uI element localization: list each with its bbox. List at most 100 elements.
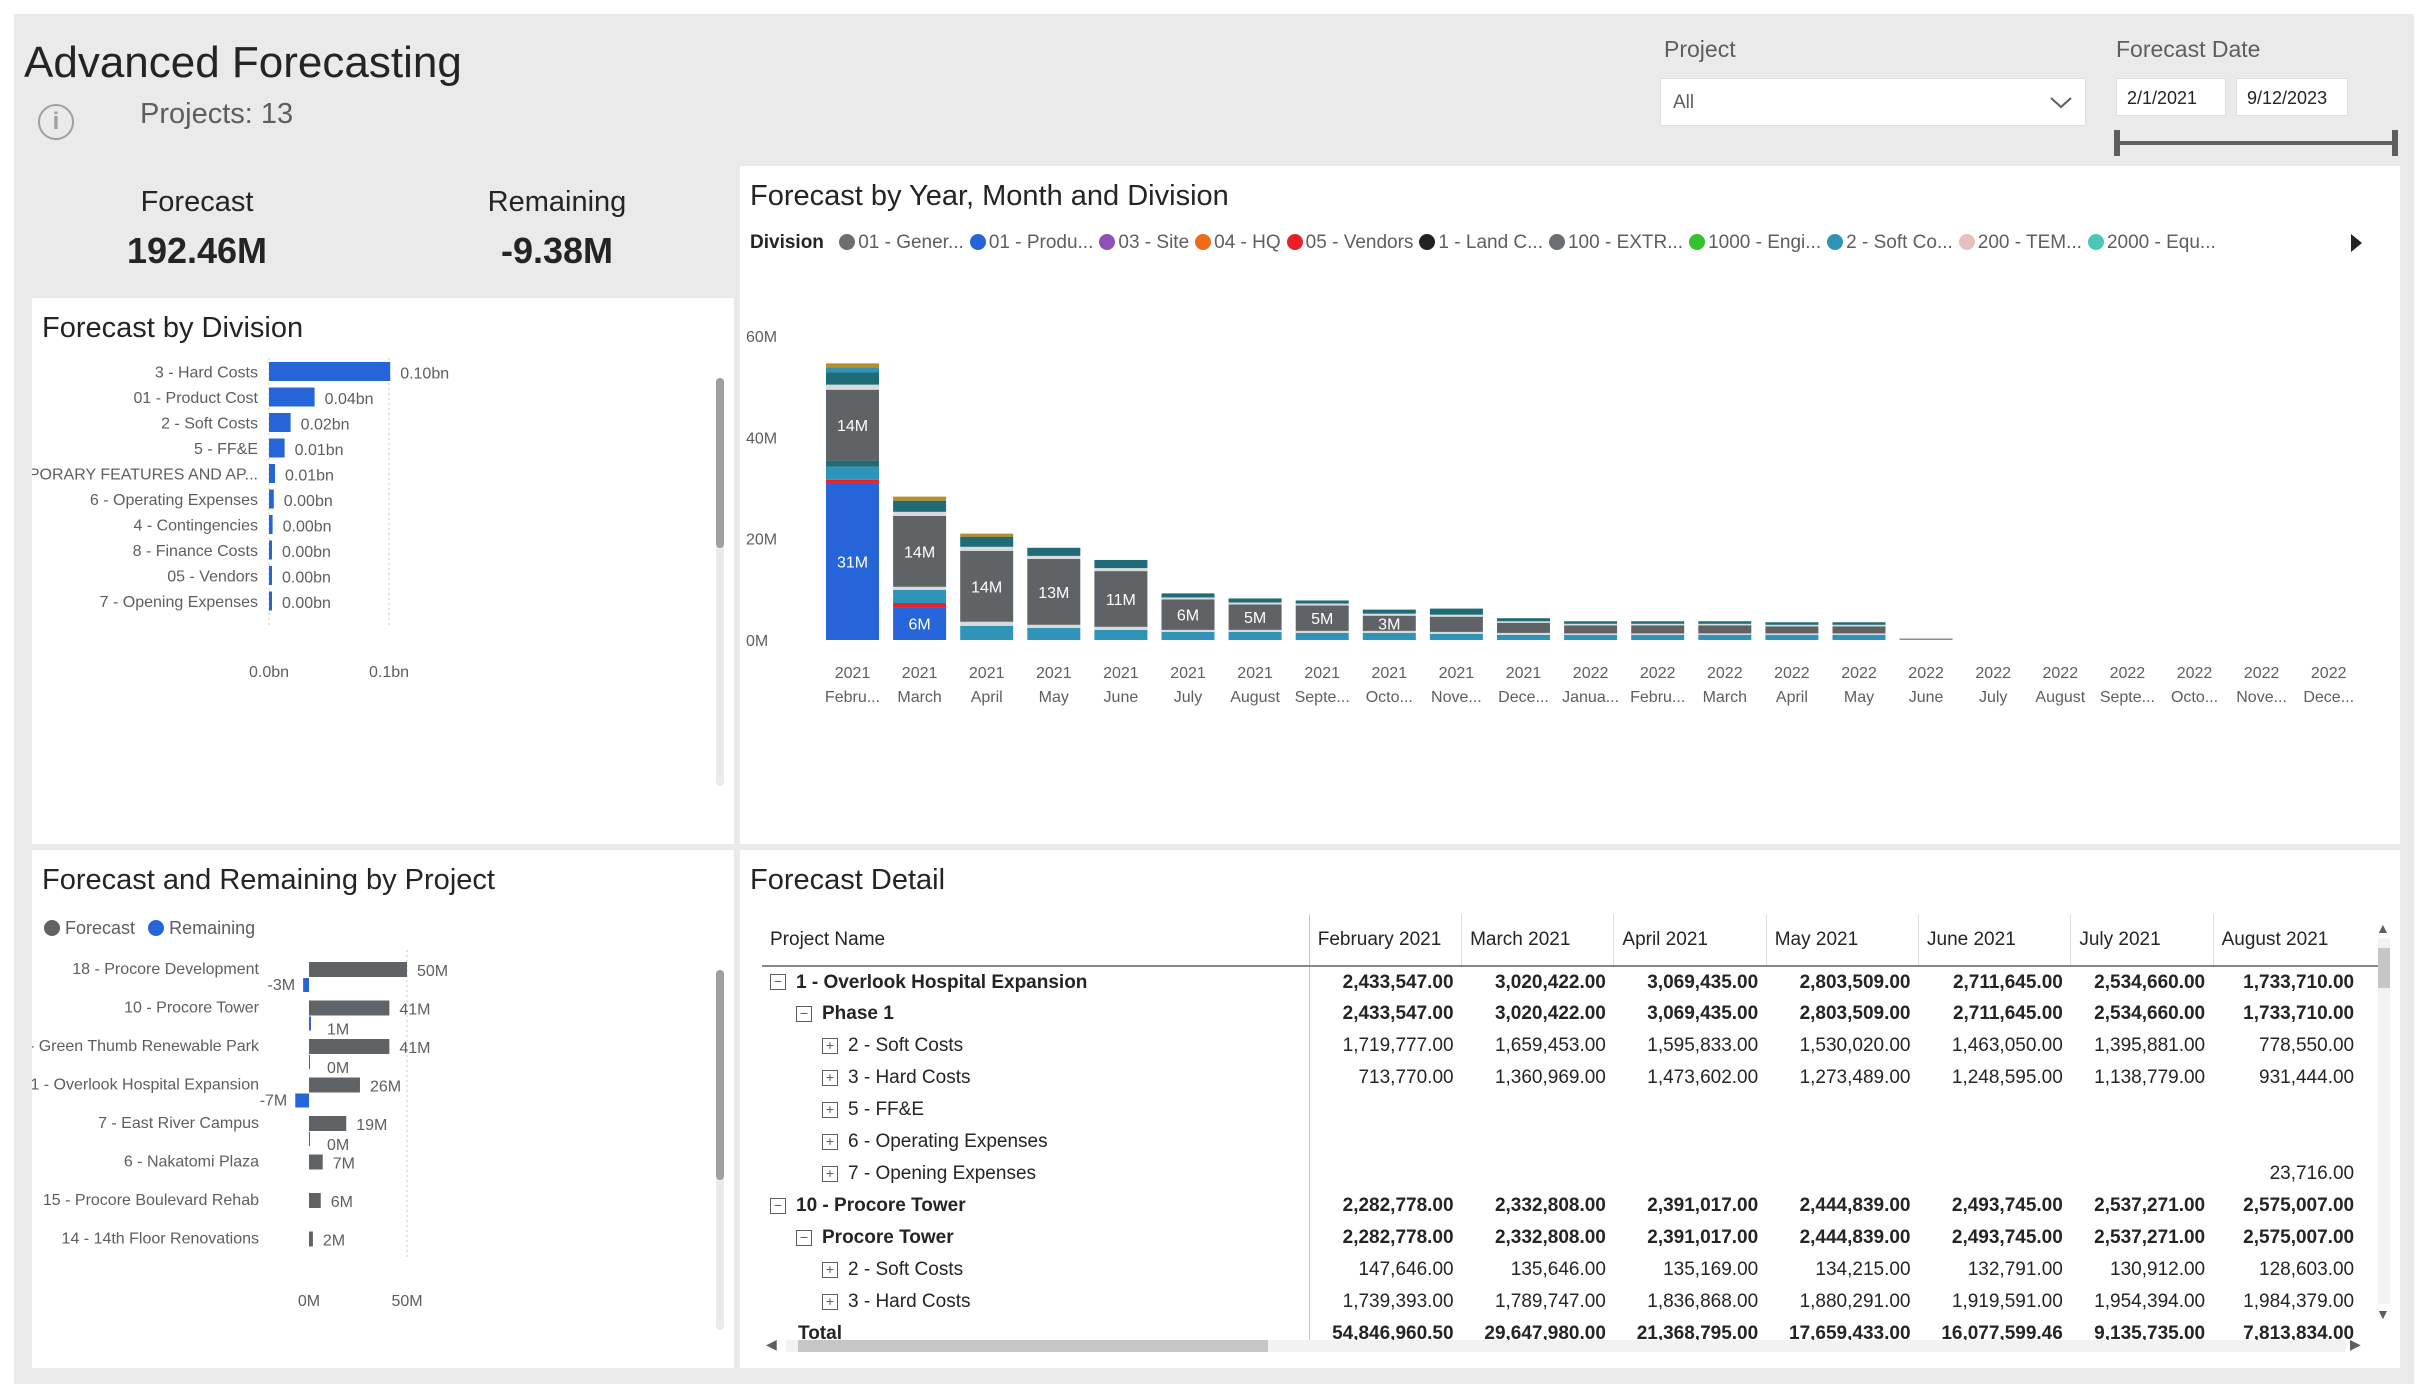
month-bar-segment[interactable]: [893, 586, 947, 590]
month-bar-segment[interactable]: [960, 621, 1014, 626]
expand-icon[interactable]: +: [822, 1165, 838, 1182]
month-bar-segment[interactable]: [1027, 558, 1081, 625]
forecast-bar-6-nakatomi-plaza[interactable]: [309, 1154, 323, 1170]
month-bar-segment[interactable]: [893, 607, 947, 640]
month-bar-segment[interactable]: [1497, 621, 1550, 623]
month-bar-segment[interactable]: [1362, 613, 1416, 616]
month-bar-segment[interactable]: [1832, 622, 1886, 625]
month-bar-segment[interactable]: [1564, 633, 1618, 635]
legend-item-01-gener[interactable]: 01 - Gener...: [839, 232, 964, 253]
forecast-bar-7-east-river-campus[interactable]: [309, 1116, 347, 1131]
month-bar-segment[interactable]: [1497, 632, 1550, 635]
month-bar-segment[interactable]: [1564, 634, 1618, 640]
expand-icon[interactable]: +: [822, 1133, 838, 1150]
month-bar-segment[interactable]: [1295, 600, 1349, 604]
legend-item-1-land-c[interactable]: 1 - Land C...: [1419, 232, 1543, 253]
forecast-bar-10-procore-tower[interactable]: [309, 1000, 390, 1016]
expand-icon[interactable]: +: [822, 1101, 838, 1118]
month-bar-segment[interactable]: [1765, 626, 1819, 634]
detail-hscroll-thumb[interactable]: [798, 1340, 1268, 1352]
remaining-bar-1-overlook-hospital-expansion[interactable]: [295, 1093, 309, 1108]
month-bar-segment[interactable]: [1832, 624, 1886, 627]
month-bar-segment[interactable]: [1429, 631, 1483, 634]
month-bar-segment[interactable]: [1228, 629, 1282, 632]
detail-vscroll-thumb[interactable]: [2378, 948, 2390, 988]
table-row[interactable]: − Phase 1 2,433,547.00 3,020,422.00 3,069,43…: [762, 998, 2382, 1030]
month-bar-segment[interactable]: [1362, 615, 1416, 631]
month-bar-segment[interactable]: [893, 511, 947, 516]
project-chart-scrollbar[interactable]: [716, 970, 724, 1330]
month-bar-segment[interactable]: [1497, 634, 1550, 640]
detail-hscroll-left-icon[interactable]: ◀: [766, 1336, 777, 1352]
column-header-june-2021[interactable]: June 2021: [1918, 914, 2071, 967]
month-bar-segment[interactable]: [1228, 631, 1282, 640]
month-bar-segment[interactable]: [1094, 571, 1148, 627]
month-bar-segment[interactable]: [1094, 629, 1148, 640]
month-bar-segment[interactable]: [1161, 599, 1215, 630]
month-bar-segment[interactable]: [1295, 632, 1349, 640]
legend-remaining-label[interactable]: Remaining: [169, 918, 256, 938]
month-bar-segment[interactable]: [1832, 626, 1886, 634]
month-bar-segment[interactable]: [1027, 627, 1081, 640]
month-bar-segment[interactable]: [960, 533, 1014, 537]
column-header-april-2021[interactable]: April 2021: [1613, 914, 1767, 967]
month-bar-segment[interactable]: [826, 363, 879, 368]
remaining-bar-17-green-thumb-renewable-park[interactable]: [309, 1055, 310, 1069]
month-bar-segment[interactable]: [1631, 621, 1685, 624]
month-bar-segment[interactable]: [1362, 632, 1416, 640]
division-bar-2-soft-costs[interactable]: [269, 413, 291, 432]
month-bar-segment[interactable]: [1564, 621, 1618, 624]
table-row[interactable]: −1 - Overlook Hospital Expansion 2,433,54…: [762, 966, 2382, 998]
date-start-input[interactable]: 2/1/2021: [2116, 78, 2226, 116]
column-header-july-2021[interactable]: July 2021: [2070, 914, 2214, 967]
detail-hscroll-right-icon[interactable]: ▶: [2350, 1336, 2361, 1352]
division-bar-01-product-cost[interactable]: [269, 387, 315, 407]
expand-icon[interactable]: +: [822, 1069, 838, 1086]
month-bar-segment[interactable]: [960, 536, 1014, 547]
legend-item-01-produ[interactable]: 01 - Produ...: [969, 232, 1093, 253]
table-row[interactable]: +3 - Hard Costs 1,739,393.00 1,789,747.00 1…: [762, 1286, 2382, 1318]
table-row[interactable]: +6 - Operating Expenses: [762, 1126, 2382, 1158]
column-header-march-2021[interactable]: March 2021: [1461, 914, 1614, 967]
legend-item-05-vendors[interactable]: 05 - Vendors: [1286, 232, 1413, 253]
division-bar-7-opening-expenses[interactable]: [269, 591, 272, 611]
month-bar-segment[interactable]: [1497, 622, 1550, 633]
month-bar-segment[interactable]: [1027, 624, 1081, 628]
month-bar-segment[interactable]: [1765, 634, 1819, 640]
legend-item-100-extr[interactable]: 100 - EXTR...: [1548, 232, 1683, 253]
month-bar-segment[interactable]: [1228, 598, 1282, 603]
date-end-input[interactable]: 9/12/2023: [2236, 78, 2348, 116]
month-bar-segment[interactable]: [826, 460, 879, 467]
month-bar-segment[interactable]: [826, 372, 879, 385]
month-bar-segment[interactable]: [893, 589, 947, 604]
month-bar-segment[interactable]: [1497, 618, 1550, 622]
expand-icon[interactable]: +: [822, 1261, 838, 1278]
month-bar-segment[interactable]: [1429, 608, 1483, 615]
month-bar-segment[interactable]: [1295, 605, 1349, 631]
forecast-bar-14-14th-floor-renovations[interactable]: [309, 1231, 313, 1247]
forecast-bar-15-procore-boulevard-rehab[interactable]: [309, 1193, 321, 1208]
date-slider-end-handle[interactable]: [2392, 130, 2398, 156]
project-dropdown[interactable]: All: [1660, 78, 2086, 126]
collapse-icon[interactable]: −: [770, 974, 786, 991]
forecast-bar-1-overlook-hospital-expansion[interactable]: [309, 1077, 360, 1093]
month-bar-segment[interactable]: [893, 515, 947, 587]
column-header-project-name[interactable]: Project Name: [762, 914, 1310, 967]
month-bar-segment[interactable]: [1698, 623, 1752, 626]
month-bar-segment[interactable]: [826, 384, 879, 390]
project-chart-scroll-thumb[interactable]: [716, 970, 724, 1180]
legend-item-03-site[interactable]: 03 - Site: [1099, 232, 1189, 253]
table-row[interactable]: − Procore Tower 2,282,778.00 2,332,808.00 2,…: [762, 1222, 2382, 1254]
month-bar-segment[interactable]: [893, 603, 947, 608]
month-bar-segment[interactable]: [1027, 555, 1081, 559]
division-chart-scrollbar[interactable]: [716, 378, 724, 786]
month-bar-segment[interactable]: [1094, 568, 1148, 572]
detail-vscroll-up-icon[interactable]: ▲: [2376, 920, 2390, 936]
month-bar-segment[interactable]: [1631, 625, 1685, 634]
legend-forecast-label[interactable]: Forecast: [65, 918, 136, 938]
division-bar-8-finance-costs[interactable]: [269, 540, 272, 560]
month-bar-segment[interactable]: [1429, 614, 1483, 617]
month-bar-segment[interactable]: [1564, 625, 1618, 634]
month-bar-segment[interactable]: [1832, 633, 1886, 635]
legend-item-200-tem[interactable]: 200 - TEM...: [1958, 232, 2082, 253]
